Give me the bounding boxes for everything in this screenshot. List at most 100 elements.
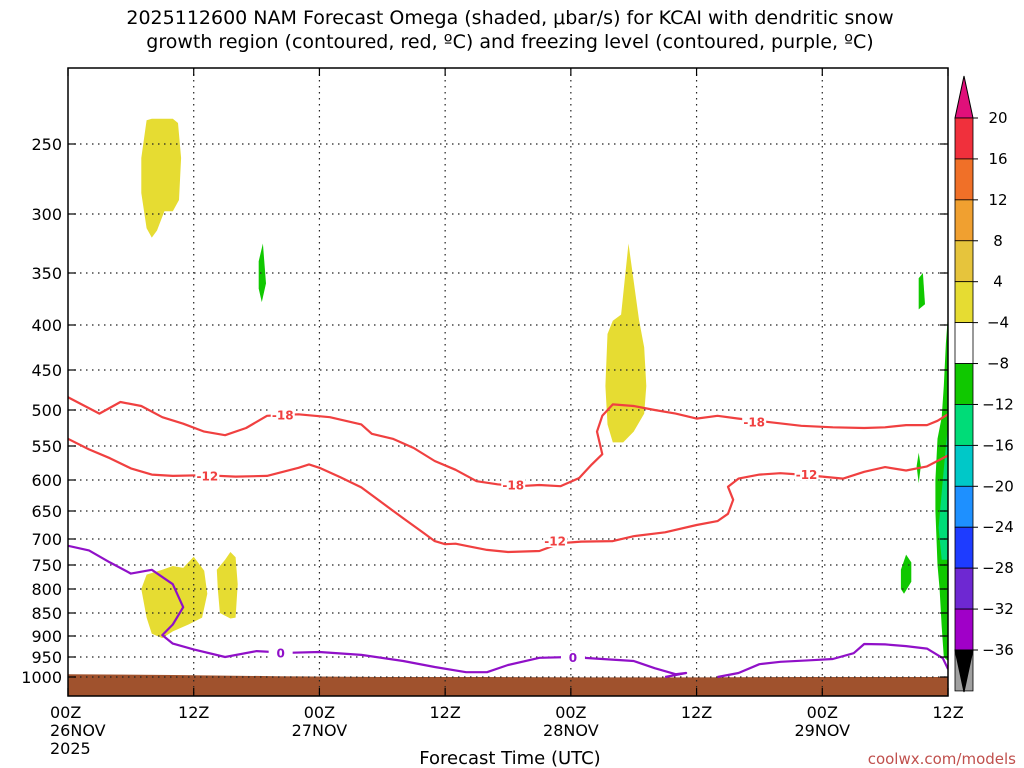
chart-title-line1: 2025112600 NAM Forecast Omega (shaded, μ… (126, 7, 893, 29)
colorbar-bin-12 (954, 608, 974, 651)
colorbar-top-triangle (954, 75, 974, 119)
colorbar-bin-10 (954, 526, 974, 569)
y-tick-label: 400 (31, 316, 62, 335)
x-tick-label-line: 00Z (50, 703, 81, 722)
y-axis: 250 300 350 400 450 500 550 600 650 700 750 800 850 9… (21, 135, 948, 687)
colorbar-bin-1 (954, 158, 974, 201)
x-tick-label-line: 2025 (50, 739, 91, 758)
colorbar-bin-11 (954, 567, 974, 610)
y-tick-label: 800 (31, 580, 62, 599)
y-tick-label: 750 (31, 556, 62, 575)
colorbar-bin-7 (954, 404, 974, 446)
contour-label-bg (794, 467, 819, 481)
terrain (68, 674, 948, 696)
contour-label: -12 (796, 468, 818, 482)
omega-shading (141, 118, 948, 661)
omega-negative-4-8-5 (918, 273, 925, 310)
contour-label: -18 (272, 409, 294, 423)
x-tick-label: 12Z (932, 703, 963, 722)
x-tick-label-line: 12Z (681, 703, 712, 722)
contour-label-bg (560, 650, 585, 664)
x-tick-label: 12Z (681, 703, 712, 722)
colorbar-label: −8 (987, 355, 1009, 373)
colorbar-label: 12 (988, 191, 1007, 209)
x-tick-label-line: 12Z (429, 703, 460, 722)
y-tick-label: 300 (31, 205, 62, 224)
x-tick-label-line: 12Z (178, 703, 209, 722)
x-tick-label-line: 29NOV (794, 721, 850, 740)
contour-label-bg (742, 415, 767, 429)
chart-title-line2: growth region (contoured, red, ºC) and f… (146, 31, 873, 53)
y-tick-label: 550 (31, 437, 62, 456)
y-tick-label: 1000 (21, 668, 62, 687)
y-tick-label: 650 (31, 502, 62, 521)
colorbar-label: 4 (993, 273, 1003, 291)
y-tick-label: 250 (31, 135, 62, 154)
y-tick-label: 950 (31, 648, 62, 667)
contour-label: -12 (544, 535, 566, 549)
contour-label-bg (270, 408, 295, 422)
contour-label-bg (543, 534, 568, 548)
colorbar-label: −16 (982, 436, 1014, 454)
colorbar-label: −4 (987, 314, 1009, 332)
contour-label-bg (195, 468, 220, 482)
x-tick-label-line: 27NOV (292, 721, 348, 740)
contour-label: 0 (569, 651, 577, 665)
omega-positive-4-8-1 (605, 243, 647, 443)
contour-label: -18 (743, 416, 765, 430)
grid (68, 68, 948, 696)
y-tick-label: 700 (31, 530, 62, 549)
x-tick-label: 12Z (178, 703, 209, 722)
colorbar-label: −20 (982, 477, 1014, 495)
colorbar-bin-3 (954, 240, 974, 283)
credit-text: coolwx.com/models (868, 750, 1016, 768)
y-tick-label: 850 (31, 604, 62, 623)
omega-negative-4-8-6 (900, 554, 912, 594)
colorbar: 20 16 12 8 4 −4 −8 −12 −16 −20 −24 −28 −32 −36 (954, 75, 1014, 693)
contour-label-bg (501, 477, 526, 491)
omega-negative-8-12-8 (938, 424, 948, 560)
colorbar-bin-9 (954, 485, 974, 528)
y-tick-label: 450 (31, 361, 62, 380)
contour-line-1 (68, 437, 948, 554)
contour-label: -12 (196, 469, 218, 483)
colorbar-bin-2 (954, 199, 974, 242)
colorbar-bin-0 (954, 117, 974, 160)
contour-label-bg (268, 645, 293, 659)
colorbar-bin-8 (954, 444, 974, 487)
colorbar-bin-5 (954, 322, 974, 364)
contour-label: -18 (502, 478, 524, 492)
colorbar-bin-6 (954, 363, 974, 405)
x-axis-label: Forecast Time (UTC) (419, 748, 600, 768)
colorbar-label: 8 (993, 232, 1003, 250)
x-tick-label-line: 00Z (304, 703, 335, 722)
omega-positive-4-8-0 (141, 118, 182, 238)
colorbar-bin-4 (954, 281, 974, 324)
colorbar-label: −12 (982, 395, 1014, 413)
colorbar-label: 16 (988, 150, 1007, 168)
y-tick-label: 900 (31, 627, 62, 646)
y-tick-label: 600 (31, 471, 62, 490)
colorbar-label: 20 (988, 109, 1007, 127)
colorbar-label: −36 (982, 641, 1014, 659)
omega-positive-4-8-3 (216, 552, 238, 619)
x-tick-label-line: 28NOV (543, 721, 599, 740)
x-tick-label-line: 00Z (555, 703, 586, 722)
terrain-layer (68, 674, 948, 696)
omega-negative-4-8-7 (935, 314, 948, 661)
x-tick-label-line: 26NOV (50, 721, 106, 740)
colorbar-label: −28 (982, 559, 1014, 577)
contours: -18 -18 -18 -12 -12 -12 0 0 (68, 396, 948, 679)
colorbar-label: −32 (982, 600, 1014, 618)
x-tick-label: 12Z (429, 703, 460, 722)
colorbar-bottom-triangle (954, 649, 974, 693)
y-tick-label: 500 (31, 401, 62, 420)
x-tick-label-line: 12Z (932, 703, 963, 722)
x-tick-label-line: 00Z (807, 703, 838, 722)
